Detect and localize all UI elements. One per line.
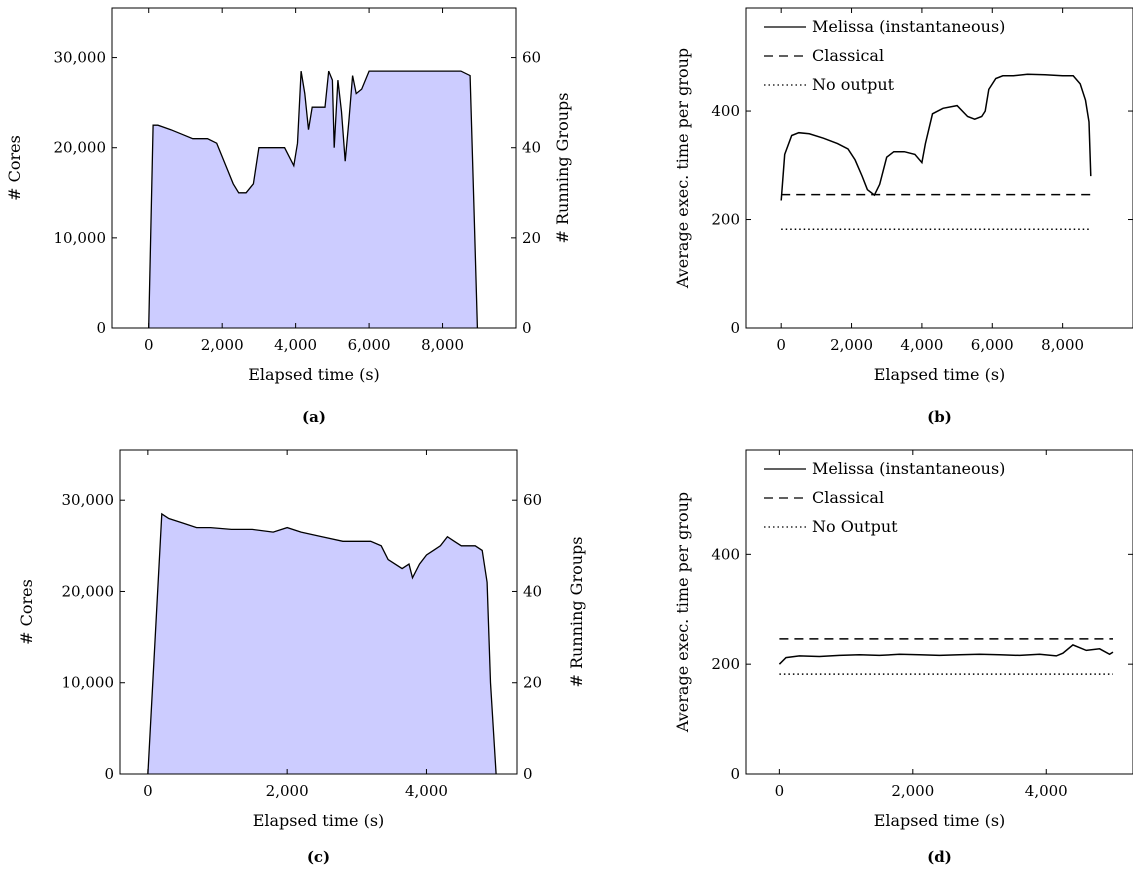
y2-tick-label-a: 40 (522, 139, 541, 157)
panel-caption-a: (a) (302, 408, 326, 426)
x-tick-label-c: 0 (143, 782, 153, 800)
x-tick-label-a: 8,000 (421, 336, 464, 354)
x-tick-label-c: 2,000 (266, 782, 309, 800)
x-axis-label-a: Elapsed time (s) (248, 365, 380, 384)
x-tick-label-a: 0 (144, 336, 154, 354)
chart-d: 0 2,000 4,000 0 200 400 Elapsed time (s) Averag… (673, 449, 1133, 866)
x-axis-label-b: Elapsed time (s) (874, 365, 1006, 384)
plot-frame-d (745, 449, 1133, 775)
series-line-a (148, 70, 479, 329)
x-tick-label-b: 0 (776, 336, 786, 354)
legend-label-b: Classical (812, 46, 884, 65)
series-line-b-0 (780, 73, 1092, 201)
legend-label-d: Melissa (instantaneous) (812, 459, 1005, 478)
legend-label-b: No output (812, 75, 895, 94)
y-tick-label-a: 30,000 (54, 49, 107, 67)
y2-tick-label-a: 60 (522, 49, 541, 67)
legend-label-d: No Output (812, 517, 898, 536)
y-tick-label-d: 200 (711, 655, 740, 673)
x-tick-label-a: 4,000 (274, 336, 317, 354)
x-tick-label-b: 6,000 (971, 336, 1014, 354)
panel-caption-c: (c) (307, 848, 330, 866)
panel-caption-b: (b) (927, 408, 952, 426)
y-axis-label-c: # Cores (17, 579, 36, 645)
x-tick-label-a: 2,000 (201, 336, 244, 354)
series-fill-c (147, 513, 497, 774)
legend-d: Melissa (instantaneous) Classical No Outpu… (764, 459, 1005, 536)
y2-tick-label-c: 20 (523, 674, 542, 692)
x-axis-label-d: Elapsed time (s) (874, 811, 1006, 830)
panel-caption-d: (d) (927, 848, 952, 866)
series-line-c (147, 512, 497, 775)
plot-frame-a (111, 7, 517, 329)
x-tick-label-c: 4,000 (405, 782, 448, 800)
y-tick-label-b: 200 (711, 211, 740, 229)
y-tick-label-c: 20,000 (62, 582, 115, 600)
series-fill-a (148, 71, 478, 328)
y2-tick-label-a: 20 (522, 229, 541, 247)
x-tick-label-a: 6,000 (348, 336, 391, 354)
legend-b: Melissa (instantaneous) Classical No outpu… (764, 17, 1005, 94)
y-axis-label-a: # Cores (5, 135, 24, 201)
y2-tick-label-c: 60 (523, 491, 542, 509)
y-tick-label-c: 10,000 (62, 674, 115, 692)
y-tick-label-a: 0 (96, 319, 106, 337)
y-tick-label-a: 20,000 (54, 139, 107, 157)
plot-frame-c (119, 449, 518, 775)
x-tick-label-b: 2,000 (830, 336, 873, 354)
y-tick-label-c: 0 (104, 765, 114, 783)
y-tick-label-d: 400 (711, 545, 740, 563)
x-tick-label-b: 8,000 (1041, 336, 1084, 354)
y2-tick-label-c: 40 (523, 582, 542, 600)
x-tick-label-d: 2,000 (891, 782, 934, 800)
x-axis-label-c: Elapsed time (s) (253, 811, 385, 830)
y2-axis-label-c: # Running Groups (567, 536, 586, 687)
y2-tick-label-a: 0 (522, 319, 532, 337)
x-tick-label-d: 0 (775, 782, 785, 800)
y-tick-label-b: 400 (711, 102, 740, 120)
y-tick-label-c: 30,000 (62, 491, 115, 509)
y-axis-label-b: Average exec. time per group (673, 48, 692, 289)
y2-tick-label-c: 0 (523, 765, 533, 783)
y-tick-label-d: 0 (730, 765, 740, 783)
y-tick-label-a: 10,000 (54, 229, 107, 247)
y2-axis-label-a: # Running Groups (553, 92, 572, 243)
y-tick-label-b: 0 (730, 319, 740, 337)
legend-label-b: Melissa (instantaneous) (812, 17, 1005, 36)
x-tick-label-b: 4,000 (900, 336, 943, 354)
x-tick-label-d: 4,000 (1025, 782, 1068, 800)
series-line-d-0 (778, 644, 1114, 665)
legend-label-d: Classical (812, 488, 884, 507)
chart-c: 0 2,000 4,000 0 10,000 20,000 30,000 0 20 40 60 # R… (17, 449, 586, 866)
chart-a: 0 2,000 4,000 6,000 8,000 0 10,000 20,000 30,000… (5, 7, 572, 426)
plot-frame-b (745, 7, 1133, 329)
chart-b: 0 2,000 4,000 6,000 8,000 0 200 400 Elapsed time… (673, 7, 1133, 426)
y-axis-label-d: Average exec. time per group (673, 492, 692, 733)
